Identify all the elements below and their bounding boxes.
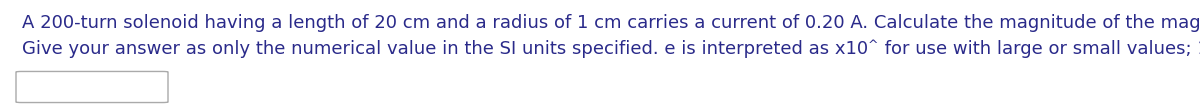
Text: Give your answer as only the numerical value in the SI units specified. e is int: Give your answer as only the numerical v… [22, 40, 868, 58]
Text: A 200-turn solenoid having a length of 20 cm and a radius of 1 cm carries a curr: A 200-turn solenoid having a length of 2… [22, 14, 1200, 32]
Text: for use with large or small values; 1.01e2 is interpreted as 1.01 x 10: for use with large or small values; 1.01… [878, 40, 1200, 58]
Text: ^: ^ [868, 39, 878, 52]
